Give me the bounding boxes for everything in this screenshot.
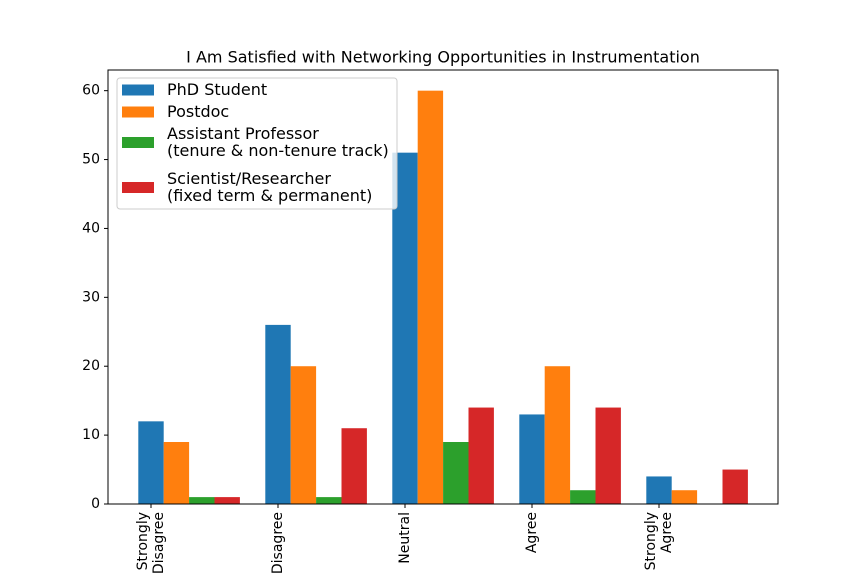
bar bbox=[163, 442, 190, 504]
x-tick-group: StronglyDisagree bbox=[135, 512, 167, 574]
legend-label: Assistant Professor (tenure & non-tenure … bbox=[167, 124, 389, 160]
bar bbox=[468, 407, 494, 504]
bar bbox=[519, 414, 545, 504]
legend-swatch bbox=[122, 84, 154, 96]
bar bbox=[417, 90, 444, 505]
y-tick-label: 30 bbox=[82, 289, 100, 305]
legend-label: Postdoc bbox=[167, 102, 229, 121]
legend-box bbox=[116, 77, 398, 210]
x-tick-label: Neutral bbox=[397, 512, 413, 564]
x-tick-group: Neutral bbox=[397, 512, 413, 564]
bar bbox=[138, 421, 164, 504]
plot-frame bbox=[107, 69, 779, 505]
bar bbox=[341, 428, 367, 504]
y-tick-label: 0 bbox=[91, 496, 100, 512]
bar bbox=[290, 366, 317, 504]
x-tick-group: StronglyAgree bbox=[643, 512, 675, 570]
bar bbox=[570, 490, 596, 504]
bar bbox=[671, 490, 698, 504]
legend-swatch bbox=[122, 137, 154, 148]
x-tick-label: Disagree bbox=[270, 512, 286, 574]
bar bbox=[214, 497, 240, 504]
x-tick-label: Agree bbox=[524, 512, 540, 553]
y-tick-label: 10 bbox=[82, 427, 100, 443]
x-tick-group: Agree bbox=[524, 512, 540, 553]
legend-swatch bbox=[122, 182, 154, 193]
bar bbox=[595, 407, 621, 504]
bar bbox=[646, 476, 672, 504]
x-tick-label: StronglyDisagree bbox=[135, 512, 167, 574]
legend-swatch bbox=[122, 106, 154, 118]
chart-title: I Am Satisfied with Networking Opportuni… bbox=[186, 48, 700, 67]
bar bbox=[392, 152, 418, 504]
bar bbox=[544, 366, 571, 504]
x-tick-label: StronglyAgree bbox=[643, 512, 675, 570]
bar bbox=[316, 497, 342, 504]
y-tick-label: 50 bbox=[82, 152, 100, 168]
y-tick-label: 20 bbox=[82, 358, 100, 374]
bar bbox=[189, 497, 215, 504]
legend-label: PhD Student bbox=[167, 80, 267, 99]
y-tick-label: 60 bbox=[82, 83, 100, 99]
bar bbox=[443, 442, 469, 504]
bar bbox=[722, 469, 748, 504]
x-tick-group: Disagree bbox=[270, 512, 286, 574]
legend-label: Scientist/Researcher (fixed term & perman… bbox=[167, 169, 372, 205]
bar bbox=[265, 324, 291, 504]
y-tick-label: 40 bbox=[82, 220, 100, 236]
